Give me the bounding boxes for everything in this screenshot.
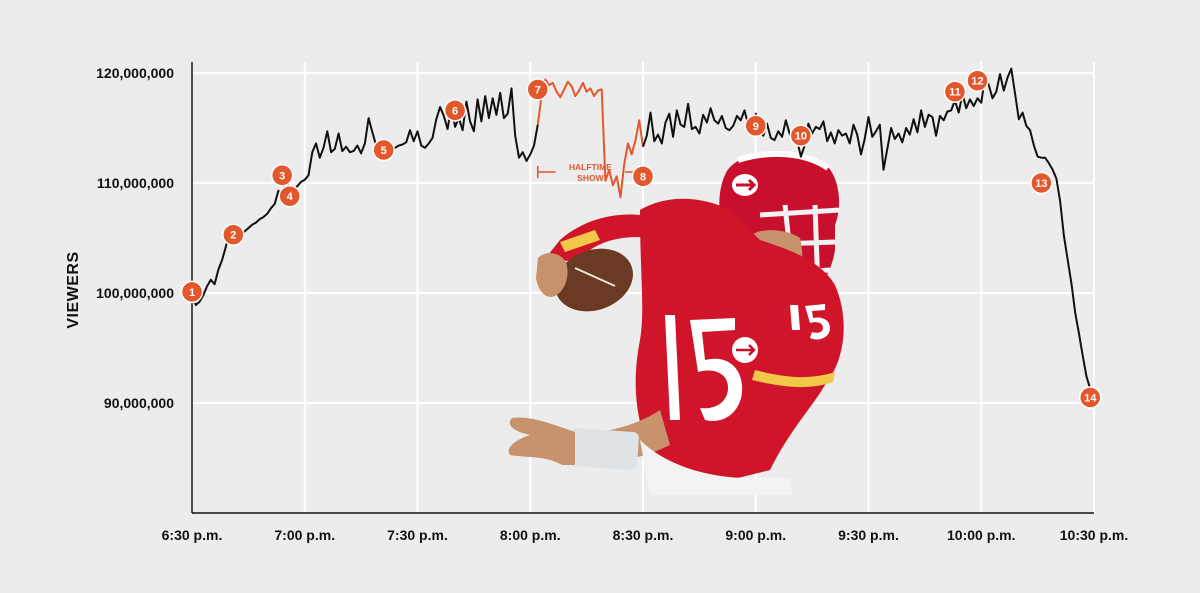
event-marker-label: 3 [279, 170, 285, 182]
event-marker-circle [526, 78, 550, 101]
x-tick-label: 8:30 p.m. [613, 527, 674, 543]
event-marker-circle [372, 138, 395, 162]
football-shape [555, 248, 633, 312]
halftime-annotation: HALFTIME SHOW [536, 162, 644, 183]
y-axis-label: VIEWERS [65, 251, 82, 328]
chiefs-patch-arrow [736, 344, 756, 356]
event-marker-label: 7 [535, 85, 541, 97]
event-marker: 3 [270, 164, 294, 187]
event-marker-circle [278, 184, 301, 208]
x-tick-label: 7:00 p.m. [274, 527, 335, 543]
event-marker-label: 6 [452, 105, 458, 117]
event-marker-circle [744, 114, 767, 138]
event-marker: 10 [789, 124, 813, 147]
event-marker-label: 8 [640, 171, 646, 183]
y-tick-label: 110,000,000 [97, 175, 174, 191]
x-tick-labels: 6:30 p.m. 7:00 p.m. 7:30 p.m. 8:00 p.m. 8:30… [162, 527, 1129, 543]
event-marker: 8 [631, 165, 655, 188]
x-tick-label: 10:30 p.m. [1060, 527, 1128, 543]
series-line-pre [191, 87, 539, 307]
halftime-label-line1: HALFTIME [569, 162, 612, 172]
event-marker-circle [943, 80, 967, 103]
event-marker-label: 10 [795, 131, 807, 143]
arm-shape [548, 214, 650, 262]
event-marker-label: 14 [1084, 393, 1097, 405]
event-marker-label: 9 [753, 121, 759, 133]
viewers-series [191, 67, 1095, 396]
y-tick-label: 120,000,000 [96, 65, 174, 81]
event-marker-label: 11 [949, 87, 961, 99]
halftime-label-line2: SHOW [577, 173, 604, 183]
event-marker-circle [443, 99, 467, 122]
event-marker-circle [631, 165, 655, 188]
helmet-logo-arrow [736, 178, 757, 192]
x-tick-label: 9:30 p.m. [838, 527, 899, 543]
x-tick-label: 10:00 p.m. [947, 527, 1015, 543]
event-marker: 11 [943, 80, 967, 103]
jersey-stripe [752, 370, 835, 388]
y-tick-label: 100,000,000 [96, 285, 174, 301]
series-line-halftime [536, 78, 644, 199]
x-tick-label: 9:00 p.m. [725, 527, 786, 543]
event-marker: 12 [966, 69, 989, 92]
event-marker: 6 [443, 99, 467, 122]
event-marker-label: 4 [287, 191, 294, 203]
left-hand-shape [508, 417, 575, 465]
player-photo [508, 150, 844, 495]
x-tick-label: 8:00 p.m. [500, 527, 561, 543]
event-marker: 13 [1030, 171, 1053, 195]
event-marker-circle [789, 124, 813, 147]
event-marker-circle [270, 164, 294, 187]
event-marker-circle [222, 223, 245, 246]
y-tick-labels: 120,000,000 110,000,000 100,000,000 90,000,… [96, 65, 174, 411]
football-lace [574, 267, 616, 287]
event-marker: 2 [222, 223, 245, 246]
event-marker-circle [1030, 171, 1053, 195]
x-tick-label: 7:30 p.m. [387, 527, 448, 543]
event-marker: 5 [372, 138, 395, 162]
hand-shape [536, 253, 568, 297]
event-marker-label: 1 [189, 287, 195, 299]
pants-shape [640, 440, 792, 495]
event-marker-label: 5 [381, 145, 387, 157]
helmet-stripe [737, 150, 830, 171]
shoulder-number-shape [790, 304, 830, 340]
event-marker-circle [1078, 386, 1102, 409]
event-marker-label: 13 [1035, 178, 1047, 190]
event-marker: 4 [278, 184, 301, 208]
series-line-post [642, 67, 1095, 396]
event-marker-label: 12 [971, 76, 983, 88]
arm-stripe [560, 230, 600, 252]
event-marker: 7 [526, 78, 550, 101]
event-marker: 9 [744, 114, 767, 138]
wristband-shape [569, 428, 639, 470]
event-marker: 1 [180, 280, 204, 304]
event-marker: 14 [1078, 386, 1102, 409]
event-marker-circle [966, 69, 989, 92]
y-tick-label: 90,000,000 [104, 395, 174, 411]
jersey-number-shape [665, 315, 743, 421]
x-tick-label: 6:30 p.m. [162, 527, 223, 543]
event-marker-label: 2 [230, 230, 236, 242]
event-marker-circle [180, 280, 204, 304]
